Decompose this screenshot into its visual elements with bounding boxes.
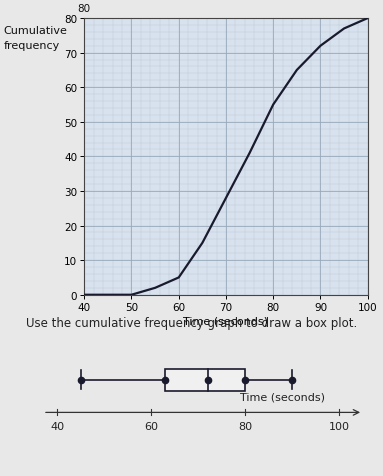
Text: Use the cumulative frequency graph to draw a box plot.: Use the cumulative frequency graph to dr…	[26, 317, 357, 329]
X-axis label: Time (seconds): Time (seconds)	[183, 316, 268, 326]
Bar	[165, 369, 246, 391]
Text: Time (seconds): Time (seconds)	[241, 391, 326, 401]
Text: frequency: frequency	[4, 40, 60, 50]
Text: 40: 40	[50, 421, 64, 431]
Text: Cumulative: Cumulative	[4, 26, 68, 36]
Text: 100: 100	[329, 421, 350, 431]
Text: 80: 80	[238, 421, 252, 431]
Text: 80: 80	[78, 4, 91, 14]
Text: 60: 60	[144, 421, 158, 431]
